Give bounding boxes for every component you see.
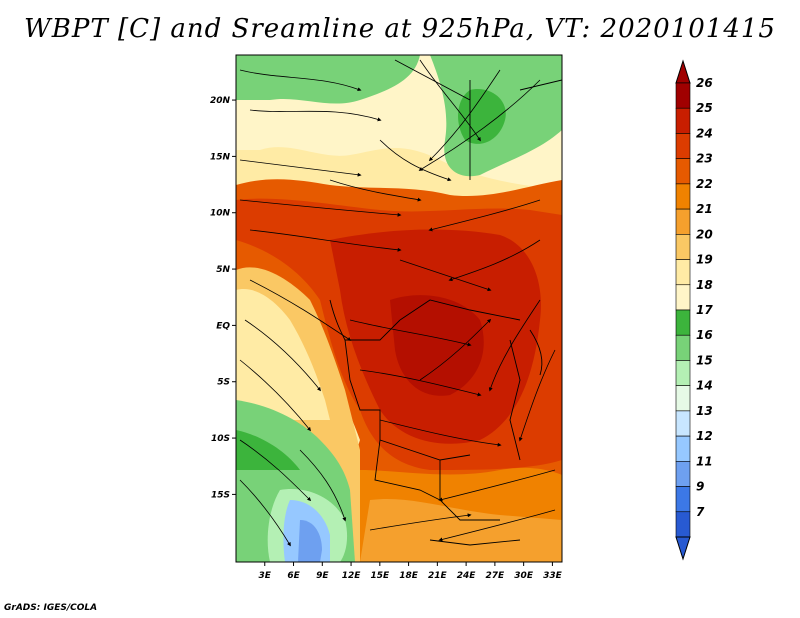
colorbar-label: 20 <box>696 227 713 241</box>
lon-label: 6E <box>287 571 300 581</box>
colorbar-swatch <box>675 234 691 260</box>
colorbar-swatch <box>675 360 691 386</box>
lat-label: 20N <box>210 96 231 106</box>
colorbar-bottom-arrow <box>675 536 691 561</box>
lat-label: 15S <box>211 490 230 500</box>
lat-label: EQ <box>216 321 230 331</box>
colorbar-label: 18 <box>696 278 713 292</box>
lon-label: 21E <box>428 571 448 581</box>
colorbar-swatch <box>675 334 691 361</box>
colorbar-label: 7 <box>696 505 705 519</box>
lon-label: 27E <box>486 571 506 581</box>
wbpt-field <box>236 55 562 562</box>
lon-label: 12E <box>342 571 362 581</box>
streamlines <box>239 59 556 547</box>
colorbar-swatch <box>675 435 691 462</box>
colorbar-label: 25 <box>696 101 713 115</box>
colorbar-label: 16 <box>696 328 713 342</box>
colorbar-top-arrow <box>675 59 691 84</box>
colorbar-label: 11 <box>696 454 713 468</box>
colorbar-swatch <box>675 385 691 412</box>
colorbar-label: 22 <box>696 177 713 191</box>
colorbar-label: 24 <box>696 126 713 140</box>
colorbar-swatch <box>675 183 691 210</box>
lat-label: 5N <box>216 265 230 275</box>
colorbar-label: 12 <box>696 429 713 443</box>
longitude-axis: 3E 6E 9E 12E 15E 18E 21E 24E 27E 30E 33E <box>259 562 563 581</box>
colorbar-swatch <box>675 309 691 336</box>
country-borders <box>329 59 562 546</box>
lon-label: 15E <box>370 571 390 581</box>
colorbar: 26 25 24 23 22 21 20 19 18 17 16 15 14 13 12 11 9 7 <box>675 59 713 561</box>
colorbar-swatch <box>675 133 691 159</box>
colorbar-swatch <box>675 511 691 538</box>
colorbar-label: 13 <box>696 404 713 418</box>
colorbar-label: 21 <box>696 202 713 216</box>
lon-label: 33E <box>543 571 563 581</box>
footer-credit: GrADS: IGES/COLA <box>4 603 98 613</box>
colorbar-swatch <box>675 486 691 513</box>
lat-label: 10N <box>210 209 231 219</box>
lat-label: 5S <box>217 378 230 388</box>
colorbar-swatch <box>675 158 691 185</box>
map-frame <box>235 54 563 563</box>
latitude-axis: 20N 15N 10N 5N EQ 5S 10S 15S <box>210 96 236 500</box>
colorbar-swatch <box>675 461 691 487</box>
lon-label: 24E <box>457 571 477 581</box>
lat-label: 10S <box>211 434 230 444</box>
lon-label: 30E <box>514 571 534 581</box>
lat-label: 15N <box>210 152 231 162</box>
colorbar-swatch <box>675 284 691 311</box>
colorbar-label: 14 <box>696 379 713 393</box>
colorbar-label: 17 <box>696 303 713 317</box>
map-title: WBPT [C] and Sreamline at 925hPa, VT: 20… <box>24 14 776 44</box>
lon-label: 9E <box>316 571 329 581</box>
colorbar-swatch <box>675 82 691 109</box>
colorbar-swatch <box>675 410 691 437</box>
colorbar-label: 19 <box>696 253 713 267</box>
colorbar-label: 23 <box>696 152 713 166</box>
colorbar-label: 15 <box>696 353 713 367</box>
colorbar-label: 9 <box>696 480 704 494</box>
colorbar-label: 26 <box>696 76 713 90</box>
colorbar-swatch <box>675 107 691 134</box>
lon-label: 3E <box>259 571 272 581</box>
lon-label: 18E <box>399 571 419 581</box>
colorbar-swatch <box>675 208 691 235</box>
colorbar-swatch <box>675 259 691 286</box>
